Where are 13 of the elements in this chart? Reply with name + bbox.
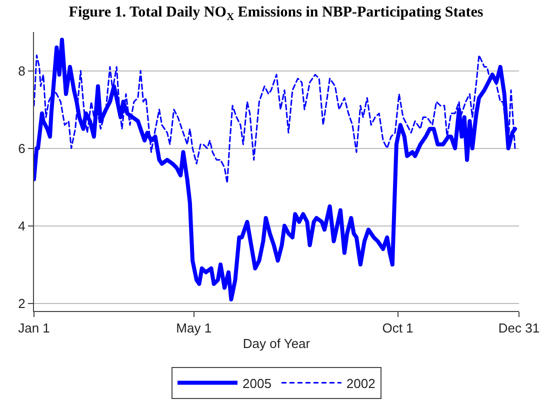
line-series bbox=[34, 38, 517, 302]
legend-label: 2005 bbox=[242, 376, 272, 391]
x-tick-label: Dec 31 bbox=[498, 320, 540, 336]
chart-title: Figure 1. Total Daily NO$_{X}$ Emissions in NBP-Participating States bbox=[68, 4, 484, 23]
x-tick-label: Jan 1 bbox=[18, 320, 50, 336]
y-tick-label: 6 bbox=[18, 140, 26, 156]
y-tick-label: 4 bbox=[18, 218, 26, 234]
y-tick-label: 2 bbox=[18, 296, 26, 311]
y-tick-label: 8 bbox=[18, 63, 26, 78]
legend-label: 2002 bbox=[346, 376, 376, 391]
x-axis-title: Day of Year bbox=[242, 336, 311, 352]
x-tick-label: May 1 bbox=[176, 320, 212, 336]
x-tick-label: Oct 1 bbox=[382, 320, 414, 336]
